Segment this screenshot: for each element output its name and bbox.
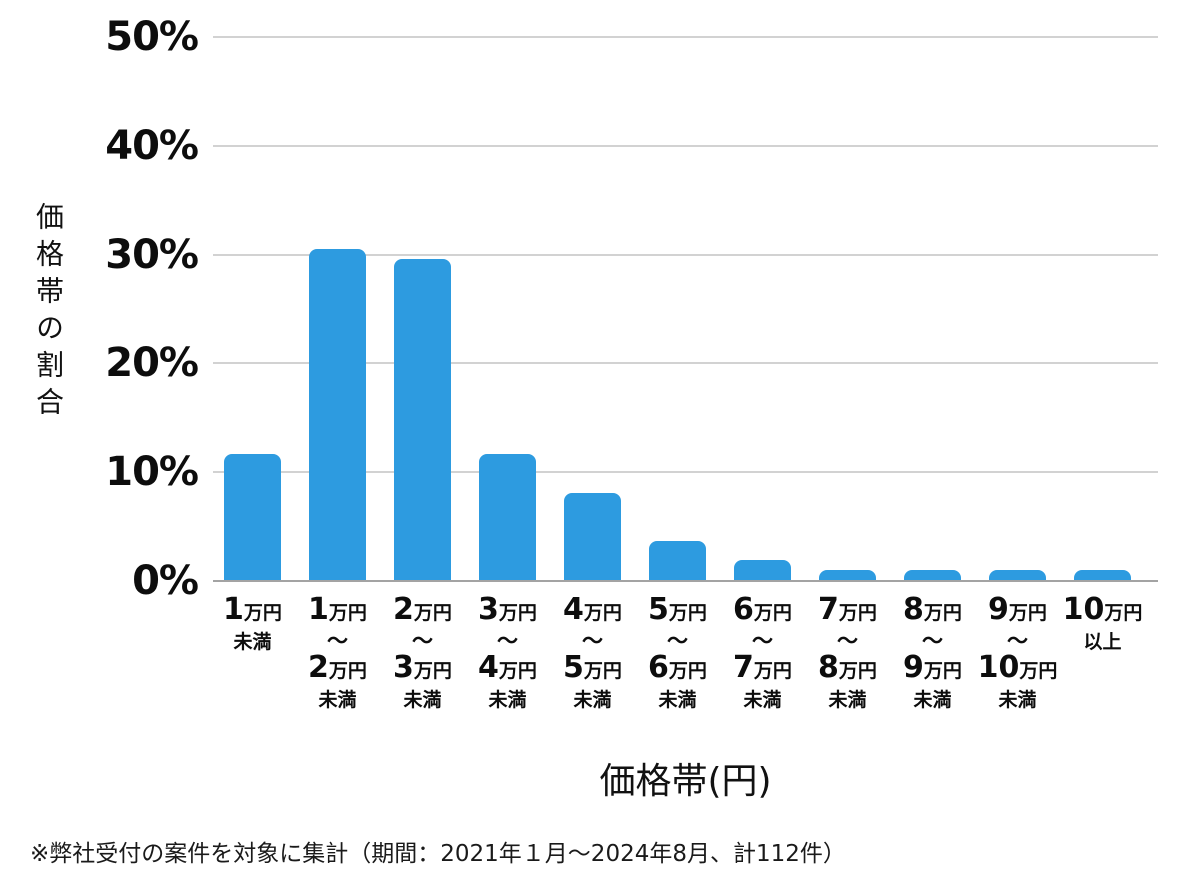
bar-0 xyxy=(224,454,281,580)
y-axis-title: 価格帯の割合 xyxy=(32,202,65,424)
y-tick-label-20: 20% xyxy=(105,340,199,386)
x-tick-label-8: 8万円～ 9万円 未満 xyxy=(903,592,962,712)
y-tick-label-30: 30% xyxy=(105,232,199,278)
y-tick-label-0: 0% xyxy=(132,558,199,604)
bar-7 xyxy=(819,570,876,580)
bar-5 xyxy=(649,541,706,580)
gridline-10 xyxy=(213,471,1158,473)
y-tick-label-50: 50% xyxy=(105,14,199,60)
x-tick-label-1: 1万円～ 2万円 未満 xyxy=(308,592,367,712)
x-tick-label-6: 6万円～ 7万円 未満 xyxy=(733,592,792,712)
gridline-20 xyxy=(213,362,1158,364)
bar-6 xyxy=(734,560,791,580)
x-tick-label-4: 4万円～ 5万円 未満 xyxy=(563,592,622,712)
bar-10 xyxy=(1074,570,1131,580)
x-tick-label-3: 3万円～ 4万円 未満 xyxy=(478,592,537,712)
x-tick-label-0: 1万円 未満 xyxy=(223,592,282,654)
footnote: ※弊社受付の案件を対象に集計（期間：2021年１月～2024年8月、計112件） xyxy=(30,841,846,867)
x-tick-label-7: 7万円～ 8万円 未満 xyxy=(818,592,877,712)
bar-3 xyxy=(479,454,536,580)
y-tick-label-10: 10% xyxy=(105,449,199,495)
gridline-40 xyxy=(213,145,1158,147)
gridline-50 xyxy=(213,36,1158,38)
gridline-30 xyxy=(213,254,1158,256)
bar-2 xyxy=(394,259,451,580)
bar-1 xyxy=(309,249,366,580)
bar-8 xyxy=(904,570,961,580)
x-tick-label-9: 9万円～ 10万円 未満 xyxy=(977,592,1058,712)
x-tick-label-10: 10万円 以上 xyxy=(1062,592,1143,654)
x-tick-label-2: 2万円～ 3万円 未満 xyxy=(393,592,452,712)
y-tick-label-40: 40% xyxy=(105,123,199,169)
bar-9 xyxy=(989,570,1046,580)
bar-4 xyxy=(564,493,621,580)
x-tick-label-5: 5万円～ 6万円 未満 xyxy=(648,592,707,712)
x-axis-line xyxy=(213,580,1158,582)
x-axis-title: 価格帯(円) xyxy=(599,761,772,802)
